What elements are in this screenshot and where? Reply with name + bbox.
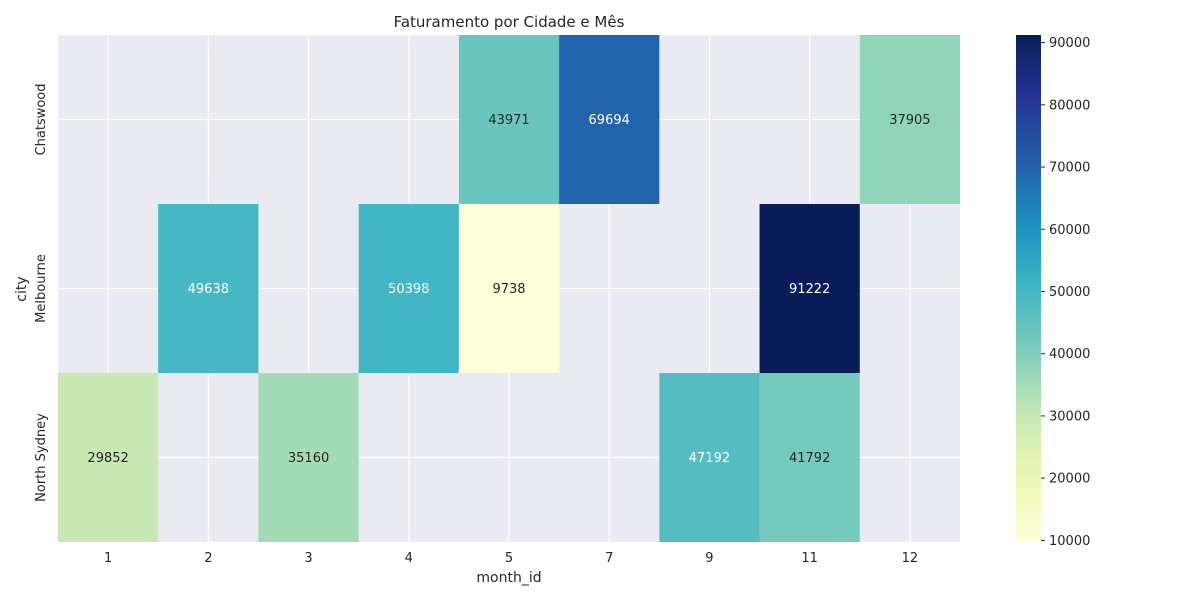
colorbar-tick-label: 70000 [1049,161,1090,176]
colorbar-ticks: 10000 20000 30000 40000 50000 60000 70000 80000… [1041,36,1090,549]
x-tick-label: 2 [204,551,212,566]
colorbar-tick-label: 40000 [1049,347,1090,362]
colorbar-tick-label: 90000 [1049,36,1090,51]
x-tick-label: 3 [304,551,312,566]
cell-value-label: 69694 [589,113,630,128]
cell-value-label: 9738 [492,282,525,297]
colorbar-tick-label: 30000 [1049,409,1090,424]
x-tick-labels: 1 2 3 4 5 7 9 11 12 [104,551,918,566]
heatmap-cell [659,373,760,542]
cell-value-label: 49638 [188,282,229,297]
heatmap-cell [859,35,960,204]
colorbar-tick-label: 50000 [1049,285,1090,300]
x-tick-label: 1 [104,551,112,566]
cell-value-label: 29852 [87,451,128,466]
heatmap-cell [58,373,159,542]
cell-value-label: 37905 [889,113,930,128]
colorbar-tick-label: 20000 [1049,472,1090,487]
x-tick-label: 5 [505,551,513,566]
cell-value-label: 41792 [789,451,830,466]
cell-value-label: 50398 [388,282,429,297]
x-tick-label: 7 [605,551,613,566]
y-tick-label: North Sydney [34,413,49,502]
heatmap-cell [458,204,560,373]
heatmap-cell [458,35,560,204]
heatmap-cell [158,204,259,373]
x-tick-label: 12 [902,551,919,566]
cell-value-label: 43971 [488,113,529,128]
y-axis-title: city [14,276,30,301]
cell-value-label: 47192 [689,451,730,466]
chart-title: Faturamento por Cidade e Mês [394,13,625,31]
colorbar [1016,35,1041,542]
x-tick-label: 9 [705,551,713,566]
y-tick-labels: Chatswood Melbourne North Sydney [34,84,49,502]
cell-value-label: 35160 [288,451,329,466]
heatmap-cell [358,204,459,373]
colorbar-tick-label: 10000 [1049,534,1090,549]
x-tick-label: 4 [405,551,413,566]
colorbar-tick-label: 80000 [1049,98,1090,113]
colorbar-tick-label: 60000 [1049,223,1090,238]
x-axis-title: month_id [476,570,541,586]
y-tick-label: Melbourne [34,254,49,323]
heatmap-cell [258,373,359,542]
heatmap-cell [759,204,860,373]
cell-value-label: 91222 [789,282,830,297]
y-tick-label: Chatswood [34,84,49,156]
heatmap-cell [559,35,660,204]
heatmap-cells: 43971 69694 37905 49638 50398 9738 91222 29852 3… [58,35,960,542]
x-tick-label: 11 [801,551,818,566]
heatmap-cell [759,373,860,542]
